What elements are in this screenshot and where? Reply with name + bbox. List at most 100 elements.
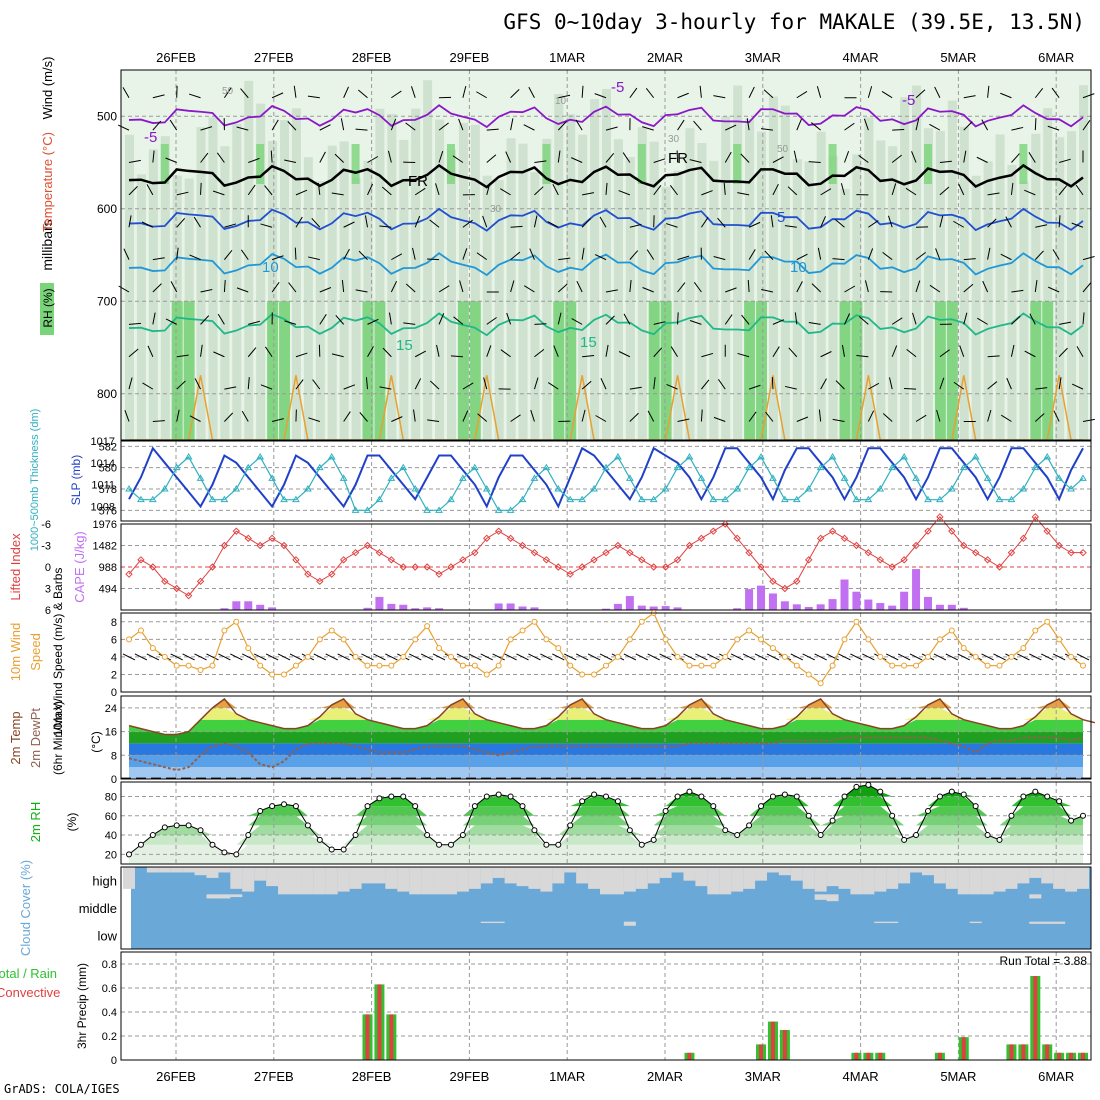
cape-bar (399, 604, 408, 610)
cape-bar (530, 607, 539, 610)
cloud-bar-high (850, 867, 863, 895)
wind-barb (1058, 347, 1068, 358)
legend-total-rain: Total / Rain (0, 966, 57, 981)
cape-bar (876, 603, 885, 610)
wind-speed-marker (603, 662, 609, 669)
thickness-marker (804, 485, 813, 492)
wind-barb (505, 151, 512, 163)
wind-frame (120, 612, 1092, 693)
wind-barb (152, 312, 156, 325)
thickness-marker (530, 474, 539, 481)
lifted-marker (769, 577, 777, 586)
wind-speed-marker (352, 653, 359, 660)
wind-barb (486, 128, 499, 131)
wind-barb (557, 121, 567, 131)
wind-barb (1075, 184, 1084, 196)
rh-shade (423, 80, 433, 441)
wind-barb (530, 409, 535, 422)
wind-speed-marker (722, 653, 729, 660)
date-label-bottom: 1MAR (549, 1069, 585, 1084)
wind-barb (882, 252, 893, 261)
cloud-bar-high (1077, 867, 1089, 889)
lifted-marker (733, 534, 741, 543)
wind-barb (987, 355, 1000, 358)
lifted-marker (1019, 534, 1028, 543)
rh-tick-label: 20 (105, 849, 117, 861)
cloud-bar-high (1065, 867, 1078, 892)
wind-barb (483, 377, 488, 390)
wind-tick-label: 8 (111, 617, 117, 629)
rh-shade (327, 145, 337, 440)
thickness-marker (184, 453, 193, 460)
lifted-marker (351, 548, 360, 557)
lifted-marker (423, 563, 431, 571)
cloud-bar-high (1053, 867, 1066, 889)
wind-barb (169, 119, 178, 131)
surface-wind-barb (909, 653, 923, 661)
wind-barb (295, 189, 308, 196)
wind-barb (294, 247, 297, 260)
rh-shade (602, 88, 611, 440)
thickness-marker (1067, 485, 1075, 492)
date-label-bottom: 29FEB (450, 1069, 490, 1084)
wind-speed-marker (948, 627, 955, 634)
lifted-marker (518, 541, 527, 550)
thickness-marker (303, 485, 312, 492)
wind-barb (152, 94, 165, 99)
lifted-marker (554, 563, 563, 571)
wind-barb (832, 258, 845, 261)
wind-speed-marker (1044, 618, 1051, 625)
rh-shade (530, 172, 540, 440)
wind-barb (403, 322, 416, 325)
thickness-marker (160, 485, 169, 492)
wind-barb (581, 380, 592, 390)
wind-barb (689, 319, 702, 325)
wind-barb (976, 156, 988, 163)
wind-barb (581, 85, 584, 98)
thickness-marker (757, 453, 765, 460)
rh-shade (780, 105, 790, 441)
rh-shade-upper (160, 144, 169, 184)
wind-barb (1035, 387, 1048, 390)
rh-marker (555, 841, 562, 848)
wind-barb (1052, 249, 1060, 260)
cape-bar (387, 603, 396, 610)
precip-convective-bar (1009, 1044, 1014, 1060)
wind-speed-marker (328, 627, 335, 634)
contour-label: 30 (668, 134, 680, 145)
wind-barb (677, 92, 689, 99)
rh-marker (531, 827, 538, 834)
rh-marker (972, 803, 979, 810)
rh-shade-moist (1030, 301, 1042, 440)
cape-bar (649, 606, 658, 610)
wind-barb (264, 185, 273, 196)
cloud-bar-high (969, 867, 982, 895)
wind-barb (891, 183, 897, 196)
wind-barb (271, 418, 284, 422)
rh-shade-moist (839, 301, 851, 440)
rh-band (129, 835, 1083, 845)
wind-barb (582, 192, 595, 196)
surface-wind-barb (945, 653, 959, 661)
rh-marker (650, 836, 657, 843)
lifted-marker (304, 570, 312, 578)
wind-barb (618, 351, 631, 358)
wind-barb (717, 217, 726, 228)
surface-wind-barb (933, 653, 947, 661)
wind-barb (359, 411, 368, 422)
lifted-marker (137, 556, 145, 564)
surface-wind-barb (695, 653, 708, 661)
rh-shade (435, 119, 445, 440)
wind-barb (713, 416, 726, 422)
wind-barb (605, 126, 618, 131)
rh-shade-moist (183, 301, 195, 440)
rh-shade (554, 93, 564, 440)
lifted-marker (244, 534, 252, 543)
wind-barb (605, 315, 615, 325)
rh-marker (769, 793, 776, 800)
wind-barb (935, 248, 941, 260)
rh-shade-moist (171, 301, 183, 440)
rh-shade (244, 80, 254, 440)
wind-speed-marker (447, 653, 454, 660)
